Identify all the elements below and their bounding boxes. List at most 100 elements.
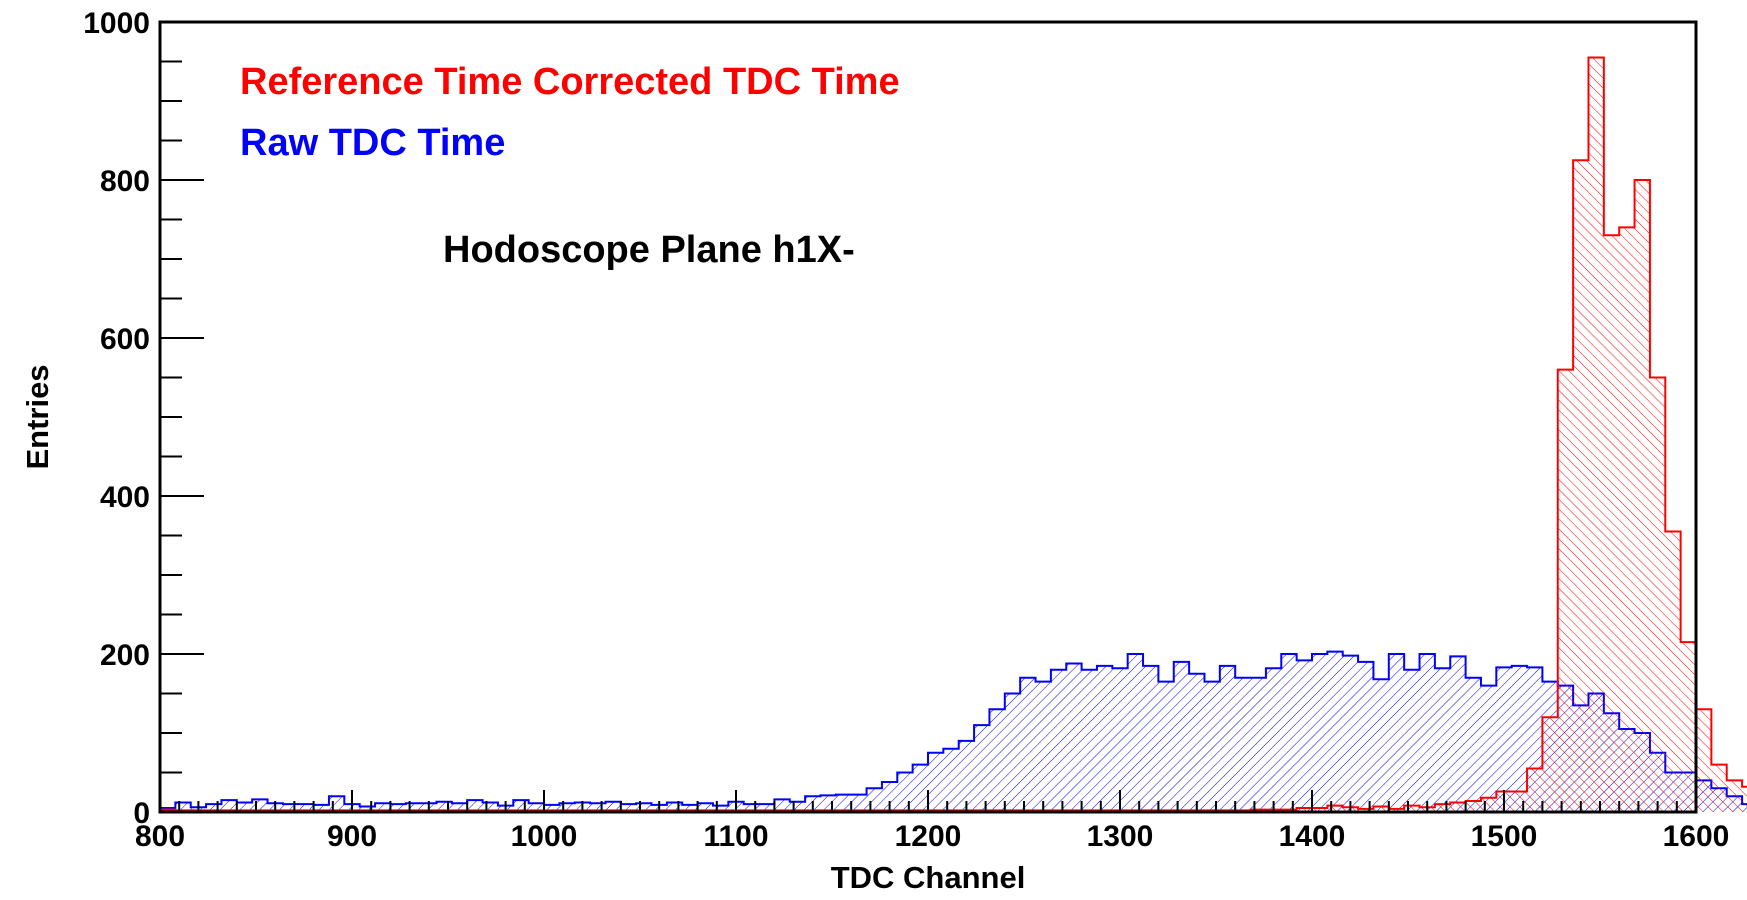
histogram-bin <box>1004 693 1021 812</box>
histogram-bin <box>1358 661 1374 812</box>
histogram-bin <box>789 801 806 812</box>
histogram-bin <box>1327 651 1343 812</box>
histogram-bin <box>1450 656 1466 812</box>
histogram-bin <box>590 803 606 812</box>
histogram-bin <box>1465 800 1481 812</box>
y-axis-title: Entries <box>20 364 55 469</box>
y-axis-ticks <box>160 21 204 813</box>
x-tick-label: 1100 <box>703 820 768 853</box>
y-tick-label: 0 <box>133 797 150 830</box>
histogram-bin <box>390 804 406 812</box>
histogram-outline <box>159 56 1747 812</box>
x-tick-label: 800 <box>135 820 185 853</box>
histogram-bin <box>544 804 560 812</box>
histogram-bin <box>175 802 191 812</box>
histogram-bin <box>451 803 468 812</box>
histogram-bin <box>1020 677 1036 812</box>
histogram-bin <box>974 725 990 812</box>
histogram-bin <box>1281 654 1297 812</box>
histogram-bin <box>1081 669 1097 812</box>
histogram-bin <box>1588 57 1604 813</box>
histogram-bin <box>1312 654 1328 812</box>
histogram-bin <box>1235 677 1251 812</box>
histogram-bin <box>206 804 222 812</box>
histogram-bin <box>881 781 898 812</box>
histogram-bin <box>436 801 452 812</box>
histogram-bin <box>467 800 483 812</box>
histogram-bin <box>1680 642 1696 812</box>
histogram-bin <box>1619 227 1635 812</box>
histogram-bin <box>513 800 529 812</box>
histogram-bin <box>1189 673 1205 812</box>
histogram-bin <box>1465 677 1481 812</box>
histogram-bin <box>897 772 913 812</box>
histogram-bin <box>958 740 975 812</box>
x-axis-tick-labels: 800 900 1000 1100 1200 1300 1400 1500 1600 <box>135 820 1729 853</box>
histogram-bin <box>559 803 575 812</box>
histogram-bin <box>759 804 775 812</box>
histogram-bin <box>1404 669 1420 812</box>
histogram-bin <box>1634 180 1650 812</box>
histogram-bin <box>1127 654 1144 812</box>
y-tick-label: 400 <box>100 481 150 514</box>
histogram-outline <box>159 650 1747 812</box>
histogram-bin <box>1742 786 1747 812</box>
histogram-bin <box>1265 668 1282 812</box>
histogram-bin <box>1434 668 1451 812</box>
histogram-bin <box>1404 805 1420 812</box>
y-tick-label: 600 <box>100 323 150 356</box>
x-tick-label: 1200 <box>895 820 962 853</box>
histogram-bin <box>1143 665 1159 812</box>
histogram-bin <box>236 802 253 812</box>
histogram-bin <box>1480 685 1497 812</box>
histogram-bin <box>1649 377 1666 812</box>
x-axis-ticks <box>159 790 1697 812</box>
histogram-bin <box>712 805 729 812</box>
histogram-bin <box>1527 768 1543 812</box>
histogram-bin <box>1388 654 1405 812</box>
x-axis-title: TDC Channel <box>831 860 1026 895</box>
x-tick-label: 1000 <box>511 820 578 853</box>
histogram-bin <box>1112 668 1128 812</box>
histogram-bin <box>620 804 637 812</box>
histogram-bin <box>405 803 422 812</box>
histogram-bin <box>1358 808 1374 812</box>
chart-title: Hodoscope Plane h1X- <box>443 229 855 271</box>
legend-entry-raw: Raw TDC Time <box>240 122 505 164</box>
histogram-bin <box>912 764 928 812</box>
histogram-bin <box>313 804 329 812</box>
histogram-bin <box>666 802 683 812</box>
histogram-bin <box>851 794 867 812</box>
histogram-bin <box>1158 681 1174 812</box>
histogram-bin <box>1066 663 1082 812</box>
x-tick-label: 1400 <box>1279 820 1346 853</box>
histogram-bin <box>1665 531 1681 812</box>
histogram-bin <box>1296 808 1312 812</box>
histogram-bin <box>989 709 1005 812</box>
histogram-bin <box>928 752 944 812</box>
histogram-bin <box>1173 661 1190 812</box>
histogram-bin <box>743 804 760 812</box>
histogram-bin <box>1035 681 1051 812</box>
series-layer <box>159 56 1747 813</box>
x-tick-label: 900 <box>327 820 377 853</box>
histogram-bin <box>375 803 391 812</box>
x-tick-label: 1600 <box>1663 820 1730 853</box>
histogram-bin <box>1373 806 1389 812</box>
histogram-bin <box>1388 808 1405 812</box>
histogram-bin <box>1296 660 1312 812</box>
histogram-bin <box>528 803 544 812</box>
histogram-bin <box>1419 654 1435 812</box>
histogram-bin <box>1726 780 1743 812</box>
histogram-bin <box>1696 709 1712 812</box>
histogram-bin <box>1327 805 1343 812</box>
histogram-bin <box>1711 764 1727 812</box>
series-corrected <box>159 56 1747 813</box>
histogram-bin <box>1250 677 1266 812</box>
histogram-bin <box>221 800 237 812</box>
histogram-bin <box>682 804 698 812</box>
histogram-bin <box>1511 665 1528 812</box>
x-tick-label: 1500 <box>1471 820 1538 853</box>
histogram-bin <box>1480 797 1497 812</box>
histogram-bin <box>1573 160 1589 812</box>
